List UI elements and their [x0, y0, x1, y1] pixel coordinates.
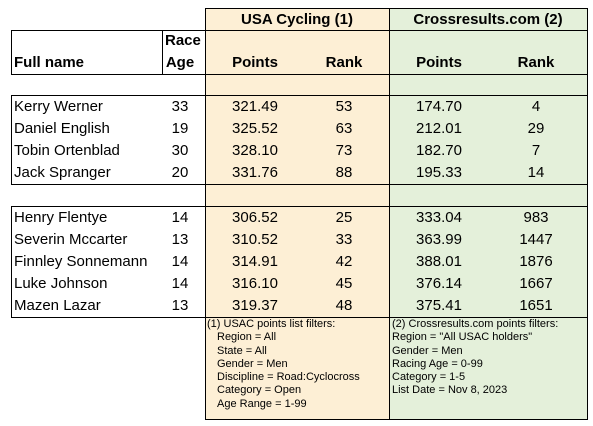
row-cr-points: 333.04: [416, 209, 462, 226]
border-top-groups: [205, 8, 587, 9]
crossresults-filters-note: (2) Crossresults.com points filters: Reg…: [392, 318, 586, 398]
note-line: Category = 1-5: [392, 371, 466, 384]
note-line: State = All: [217, 344, 267, 357]
row-cr-rank: 1876: [519, 253, 553, 270]
row-usac-points: 314.91: [232, 253, 278, 270]
row-age: 13: [171, 231, 189, 248]
row-usac-rank: 42: [335, 253, 353, 270]
border-section1-bottom: [11, 184, 587, 185]
border-header-bottom: [11, 74, 587, 75]
border-left-header: [11, 30, 12, 75]
row-age: 14: [171, 253, 189, 270]
row-usac-rank: 48: [335, 297, 353, 314]
note-line: Gender = Men: [392, 344, 463, 357]
row-usac-points: 325.52: [232, 120, 278, 137]
note-line: (1) USAC points list filters:: [207, 318, 336, 330]
row-cr-points: 388.01: [416, 253, 462, 270]
border-usac-left: [205, 8, 206, 420]
note-line: Category = Open: [217, 384, 302, 397]
border-section2-top: [11, 206, 587, 207]
row-name: Finnley Sonnemann: [14, 253, 148, 270]
row-cr-rank: 14: [527, 164, 545, 181]
row-cr-points: 182.70: [416, 142, 462, 159]
note-line: List Date = Nov 8, 2023: [392, 384, 508, 397]
row-usac-rank: 88: [335, 164, 353, 181]
row-age: 14: [171, 275, 189, 292]
row-name: Mazen Lazar: [14, 297, 101, 314]
row-cr-rank: 7: [531, 142, 541, 159]
row-cr-points: 376.14: [416, 275, 462, 292]
note-line: Region = "All USAC holders": [392, 331, 533, 344]
row-age: 33: [171, 98, 189, 115]
header-race-age-line2: Age: [165, 54, 195, 71]
header-cr-points: Points: [416, 54, 462, 71]
row-usac-rank: 73: [335, 142, 353, 159]
note-line: (2) Crossresults.com points filters:: [392, 318, 559, 330]
row-usac-points: 319.37: [232, 297, 278, 314]
row-usac-rank: 33: [335, 231, 353, 248]
border-section1-top: [11, 95, 587, 96]
row-age: 20: [171, 164, 189, 181]
row-usac-points: 310.52: [232, 231, 278, 248]
row-usac-rank: 63: [335, 120, 353, 137]
border-header-top: [11, 30, 587, 31]
border-left-section2: [11, 206, 12, 318]
row-age: 19: [171, 120, 189, 137]
row-age: 30: [171, 142, 189, 159]
row-cr-rank: 1447: [519, 231, 553, 248]
row-cr-rank: 1667: [519, 275, 553, 292]
note-line: Region = All: [217, 331, 277, 344]
row-name: Henry Flentye: [14, 209, 108, 226]
row-usac-points: 331.76: [232, 164, 278, 181]
crossresults-group-header: Crossresults.com (2): [413, 10, 563, 28]
border-left-section1: [11, 95, 12, 185]
row-name: Kerry Werner: [14, 98, 103, 115]
usac-group-header: USA Cycling (1): [241, 10, 353, 28]
border-groups-divider: [389, 8, 390, 420]
usac-column-shading: [205, 8, 389, 420]
header-usac-points: Points: [232, 54, 278, 71]
header-usac-rank: Rank: [325, 54, 363, 71]
row-cr-rank: 983: [523, 209, 549, 226]
note-line: Racing Age = 0-99: [392, 357, 483, 370]
row-cr-points: 195.33: [416, 164, 462, 181]
crossresults-column-shading: [389, 8, 587, 420]
row-name: Daniel English: [14, 120, 110, 137]
border-name-age: [162, 30, 163, 75]
row-cr-rank: 1651: [519, 297, 553, 314]
row-usac-points: 328.10: [232, 142, 278, 159]
border-section2-bottom: [11, 317, 587, 318]
row-cr-points: 174.70: [416, 98, 462, 115]
note-line: Discipline = Road:Cyclocross: [217, 371, 360, 384]
row-name: Jack Spranger: [14, 164, 111, 181]
row-usac-points: 321.49: [232, 98, 278, 115]
note-line: Gender = Men: [217, 357, 288, 370]
row-name: Luke Johnson: [14, 275, 108, 292]
row-usac-rank: 53: [335, 98, 353, 115]
header-cr-rank: Rank: [517, 54, 555, 71]
row-cr-points: 212.01: [416, 120, 462, 137]
note-line: Age Range = 1-99: [217, 397, 307, 410]
row-age: 13: [171, 297, 189, 314]
border-right: [587, 8, 588, 420]
row-cr-points: 375.41: [416, 297, 462, 314]
row-cr-rank: 4: [531, 98, 541, 115]
header-full-name: Full name: [14, 54, 85, 71]
row-name: Tobin Ortenblad: [14, 142, 120, 159]
row-name: Severin Mccarter: [14, 231, 128, 248]
row-age: 14: [171, 209, 189, 226]
usac-filters-note: (1) USAC points list filters: Region = A…: [207, 318, 387, 411]
row-usac-rank: 25: [335, 209, 353, 226]
row-cr-points: 363.99: [416, 231, 462, 248]
row-usac-points: 306.52: [232, 209, 278, 226]
header-race-age-line1: Race: [165, 32, 201, 49]
row-usac-rank: 45: [335, 275, 353, 292]
row-cr-rank: 29: [527, 120, 545, 137]
border-bottom: [205, 419, 587, 420]
row-usac-points: 316.10: [232, 275, 278, 292]
